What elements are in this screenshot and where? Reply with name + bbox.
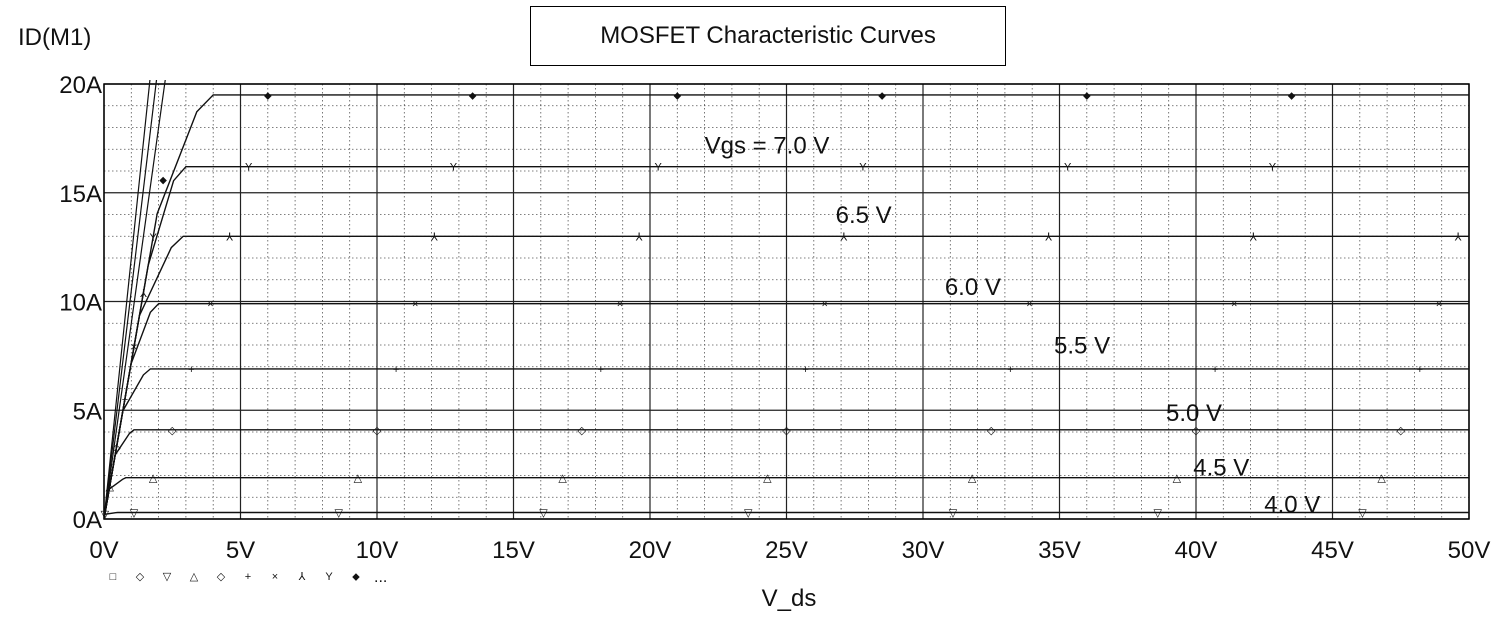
series-marker: △ bbox=[763, 473, 772, 485]
series-line bbox=[104, 80, 158, 520]
x-tick-label: 40V bbox=[1175, 537, 1218, 564]
legend-marker: ⬥ bbox=[352, 571, 360, 583]
series-marker: Y bbox=[450, 162, 458, 174]
curve-label: 5.5 V bbox=[1054, 333, 1110, 360]
series-marker: ▽ bbox=[335, 507, 344, 519]
series-marker: △ bbox=[149, 473, 158, 485]
series-marker: ⬥ bbox=[1288, 90, 1296, 102]
series-marker: × bbox=[822, 299, 828, 311]
series-marker: × bbox=[1026, 299, 1032, 311]
x-tick-label: 0V bbox=[89, 537, 118, 564]
y-tick-label: 0A bbox=[73, 507, 102, 534]
series-marker: Y bbox=[245, 162, 253, 174]
series-marker: ◇ bbox=[1397, 425, 1406, 437]
series-marker: + bbox=[1007, 364, 1013, 376]
legend-marker: ⅄ bbox=[298, 571, 306, 583]
series-line bbox=[104, 94, 1469, 520]
x-tick-label: 35V bbox=[1038, 537, 1081, 564]
series-marker: ⬥ bbox=[159, 175, 167, 187]
x-tick-label: 50V bbox=[1448, 537, 1491, 564]
x-tick-label: 5V bbox=[226, 537, 255, 564]
series-marker: ◇ bbox=[1192, 425, 1201, 437]
series-marker: ◇ bbox=[578, 425, 587, 437]
series-marker: × bbox=[617, 299, 623, 311]
y-axis-title: ID(M1) bbox=[18, 24, 92, 51]
series-marker: × bbox=[1231, 299, 1237, 311]
x-tick-label: 20V bbox=[629, 537, 672, 564]
plot-frame bbox=[103, 83, 1470, 520]
series-marker: ◇ bbox=[987, 425, 996, 437]
curve-label: 6.5 V bbox=[836, 202, 892, 229]
legend-marker: × bbox=[272, 571, 278, 583]
series-marker: ⬥ bbox=[264, 90, 272, 102]
legend-marker: Y bbox=[325, 571, 333, 583]
x-tick-label: 10V bbox=[356, 537, 399, 564]
series-marker: ⅄ bbox=[430, 231, 438, 243]
series-marker: ⅄ bbox=[1044, 231, 1052, 243]
series-marker: ▽ bbox=[130, 507, 139, 519]
y-tick-label: 10A bbox=[59, 290, 102, 317]
chart-title-text: MOSFET Characteristic Curves bbox=[600, 22, 936, 49]
series-line bbox=[104, 80, 166, 520]
series-marker: + bbox=[598, 364, 604, 376]
curve-label: 5.0 V bbox=[1166, 400, 1222, 427]
x-tick-label: 45V bbox=[1311, 537, 1354, 564]
series-marker: ⅄ bbox=[225, 231, 233, 243]
y-tick-label: 5A bbox=[73, 398, 102, 425]
legend-marker: ▽ bbox=[163, 571, 172, 583]
series-marker: × bbox=[412, 299, 418, 311]
series-marker: ⅄ bbox=[839, 231, 847, 243]
series-marker: ⬥ bbox=[1083, 90, 1091, 102]
x-tick-label: 25V bbox=[765, 537, 808, 564]
series-marker: + bbox=[1212, 364, 1218, 376]
series-marker: + bbox=[393, 364, 399, 376]
series-marker: ▽ bbox=[1358, 507, 1367, 519]
series-marker: ⅄ bbox=[635, 231, 643, 243]
series-marker: △ bbox=[1377, 473, 1386, 485]
legend-marker: □ bbox=[110, 571, 117, 583]
series-marker: Y bbox=[1269, 162, 1277, 174]
series-marker: ◇ bbox=[373, 425, 382, 437]
series-marker: ⬥ bbox=[878, 90, 886, 102]
x-axis-title: V_ds bbox=[761, 585, 817, 612]
y-tick-label: 15A bbox=[59, 181, 102, 208]
series-marker: ◇ bbox=[782, 425, 791, 437]
series-marker: ⅄ bbox=[1249, 231, 1257, 243]
curve-label: 4.5 V bbox=[1193, 455, 1249, 482]
series-marker: ▽ bbox=[1154, 507, 1163, 519]
legend-marker: ◇ bbox=[217, 571, 226, 583]
legend-marker: △ bbox=[190, 571, 199, 583]
y-tick-label: 20A bbox=[59, 72, 102, 99]
legend-marker: ◇ bbox=[136, 571, 145, 583]
series-marker: △ bbox=[354, 473, 363, 485]
series-marker: △ bbox=[968, 473, 977, 485]
series-marker: △ bbox=[1173, 473, 1182, 485]
curve-label: 4.0 V bbox=[1264, 491, 1320, 518]
legend-marker: + bbox=[245, 571, 251, 583]
series-marker: ⬥ bbox=[673, 90, 681, 102]
series-marker: ▽ bbox=[539, 507, 548, 519]
series-marker: ⬥ bbox=[469, 90, 477, 102]
x-tick-label: 15V bbox=[492, 537, 535, 564]
chart-title: MOSFET Characteristic Curves bbox=[530, 6, 1006, 66]
series-marker: Y bbox=[655, 162, 663, 174]
series-marker: × bbox=[1436, 299, 1442, 311]
series-marker: ▽ bbox=[744, 507, 753, 519]
series-marker: Y bbox=[859, 162, 867, 174]
legend-more: ... bbox=[374, 569, 387, 586]
series-marker: + bbox=[1417, 364, 1423, 376]
series-marker: Y bbox=[1064, 162, 1072, 174]
series-marker: + bbox=[188, 364, 194, 376]
series-marker: ◇ bbox=[168, 425, 177, 437]
series-line bbox=[104, 80, 151, 520]
series-marker: + bbox=[802, 364, 808, 376]
series-marker: ⅄ bbox=[1454, 231, 1462, 243]
x-tick-label: 30V bbox=[902, 537, 945, 564]
curve-label: 6.0 V bbox=[945, 274, 1001, 301]
series-marker: △ bbox=[558, 473, 567, 485]
curve-label: Vgs = 7.0 V bbox=[705, 133, 830, 160]
series-marker: × bbox=[207, 299, 213, 311]
series-marker: ▽ bbox=[949, 507, 958, 519]
